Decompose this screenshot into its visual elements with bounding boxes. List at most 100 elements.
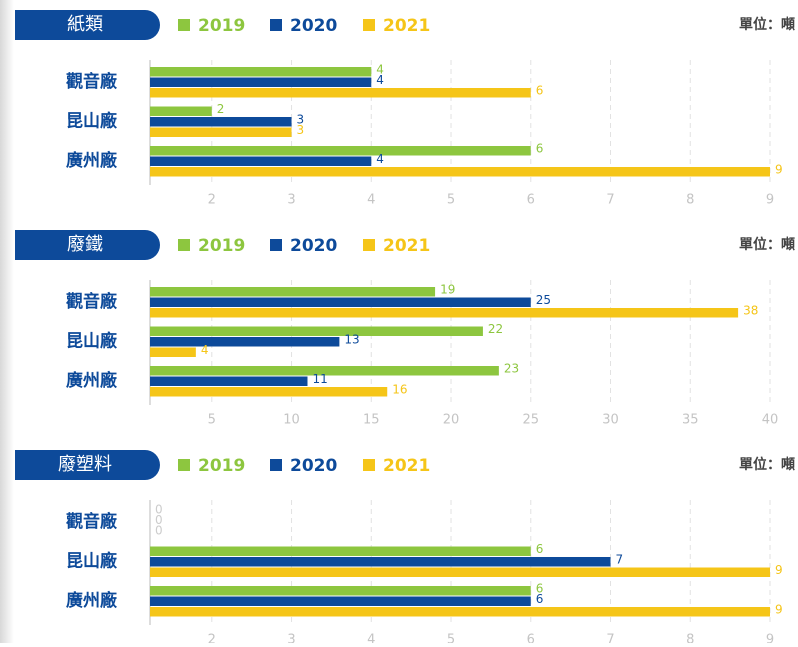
legend-label: 2021: [383, 16, 430, 36]
value-label: 6: [536, 582, 544, 596]
x-tick-label: 5: [208, 413, 216, 428]
bar: [150, 297, 531, 307]
value-label: 0: [155, 524, 163, 538]
bar: [150, 88, 531, 98]
value-label: 23: [504, 362, 519, 376]
side-shade: [0, 0, 14, 643]
category-label: 昆山廠: [66, 111, 118, 132]
legend-label: 2020: [290, 16, 337, 36]
x-tick-label: 3: [287, 193, 295, 208]
x-tick-label: 4: [367, 193, 375, 208]
bar: [150, 366, 499, 376]
category-label: 廣州廠: [66, 590, 118, 611]
value-label: 4: [201, 343, 209, 357]
bar: [150, 167, 770, 177]
x-tick-label: 5: [447, 193, 455, 208]
bar: [150, 347, 196, 357]
x-tick-label: 4: [367, 633, 375, 644]
legend-swatch: [178, 239, 190, 251]
value-label: 38: [743, 304, 758, 318]
category-label: 昆山廠: [66, 551, 118, 572]
value-label: 6: [536, 542, 544, 556]
x-tick-label: 30: [602, 413, 619, 428]
category-label: 廣州廠: [66, 150, 118, 171]
legend-swatch: [178, 19, 190, 31]
legend-label: 2019: [198, 456, 245, 476]
bar: [150, 308, 739, 318]
value-label: 7: [616, 553, 624, 567]
x-tick-label: 20: [443, 413, 460, 428]
legend-label: 2021: [383, 236, 430, 256]
chart-title: 廢塑料: [58, 454, 112, 475]
x-tick-label: 2: [208, 193, 216, 208]
value-label: 22: [488, 322, 503, 336]
x-tick-label: 6: [527, 193, 535, 208]
legend-swatch: [363, 459, 375, 471]
chart-title: 廢鐵: [67, 234, 103, 255]
bar: [150, 287, 436, 297]
value-label: 11: [312, 372, 327, 386]
value-label: 9: [775, 563, 783, 577]
value-label: 6: [536, 142, 544, 156]
x-tick-label: 8: [686, 193, 694, 208]
legend-label: 2021: [383, 456, 430, 476]
category-label: 昆山廠: [66, 331, 118, 352]
x-tick-label: 15: [363, 413, 380, 428]
category-label: 觀音廠: [66, 71, 118, 92]
legend-swatch: [270, 19, 282, 31]
value-label: 6: [536, 84, 544, 98]
value-label: 9: [775, 603, 783, 617]
bar: [150, 387, 388, 397]
bar: [150, 337, 340, 347]
x-tick-label: 6: [527, 633, 535, 644]
value-label: 0: [155, 513, 163, 527]
bar: [150, 326, 483, 336]
legend-label: 2020: [290, 456, 337, 476]
bar: [150, 557, 611, 567]
x-tick-label: 7: [606, 633, 614, 644]
bar: [150, 567, 770, 577]
title-tab: [15, 450, 160, 480]
legend-label: 2020: [290, 236, 337, 256]
category-label: 觀音廠: [66, 291, 118, 312]
x-tick-label: 8: [686, 633, 694, 644]
x-tick-label: 3: [287, 633, 295, 644]
legend-swatch: [178, 459, 190, 471]
value-label: 4: [376, 63, 384, 77]
bar: [150, 607, 770, 617]
unit-label: 單位：噸: [739, 16, 795, 33]
bar: [150, 127, 292, 137]
x-tick-label: 40: [762, 413, 779, 428]
value-label: 19: [440, 283, 455, 297]
unit-label: 單位：噸: [739, 456, 795, 473]
category-label: 觀音廠: [66, 511, 118, 532]
x-tick-label: 7: [606, 193, 614, 208]
value-label: 9: [775, 163, 783, 177]
bar: [150, 156, 372, 166]
legend-swatch: [270, 459, 282, 471]
bar: [150, 117, 292, 127]
value-label: 3: [297, 123, 305, 137]
title-tab: [15, 230, 160, 260]
value-label: 0: [155, 503, 163, 517]
legend-swatch: [363, 239, 375, 251]
value-label: 4: [376, 73, 384, 87]
bar: [150, 77, 372, 87]
value-label: 25: [536, 293, 551, 307]
value-label: 13: [344, 333, 359, 347]
unit-label: 單位：噸: [739, 236, 795, 253]
bar: [150, 106, 212, 116]
x-tick-label: 35: [682, 413, 699, 428]
value-label: 2: [217, 102, 225, 116]
legend-label: 2019: [198, 236, 245, 256]
bar: [150, 546, 531, 556]
value-label: 6: [536, 592, 544, 606]
value-label: 4: [376, 152, 384, 166]
chart-title: 紙類: [67, 14, 103, 35]
x-tick-label: 10: [283, 413, 300, 428]
x-tick-label: 5: [447, 633, 455, 644]
x-tick-label: 2: [208, 633, 216, 644]
bar: [150, 376, 308, 386]
x-tick-label: 9: [766, 633, 774, 644]
bar: [150, 586, 531, 596]
